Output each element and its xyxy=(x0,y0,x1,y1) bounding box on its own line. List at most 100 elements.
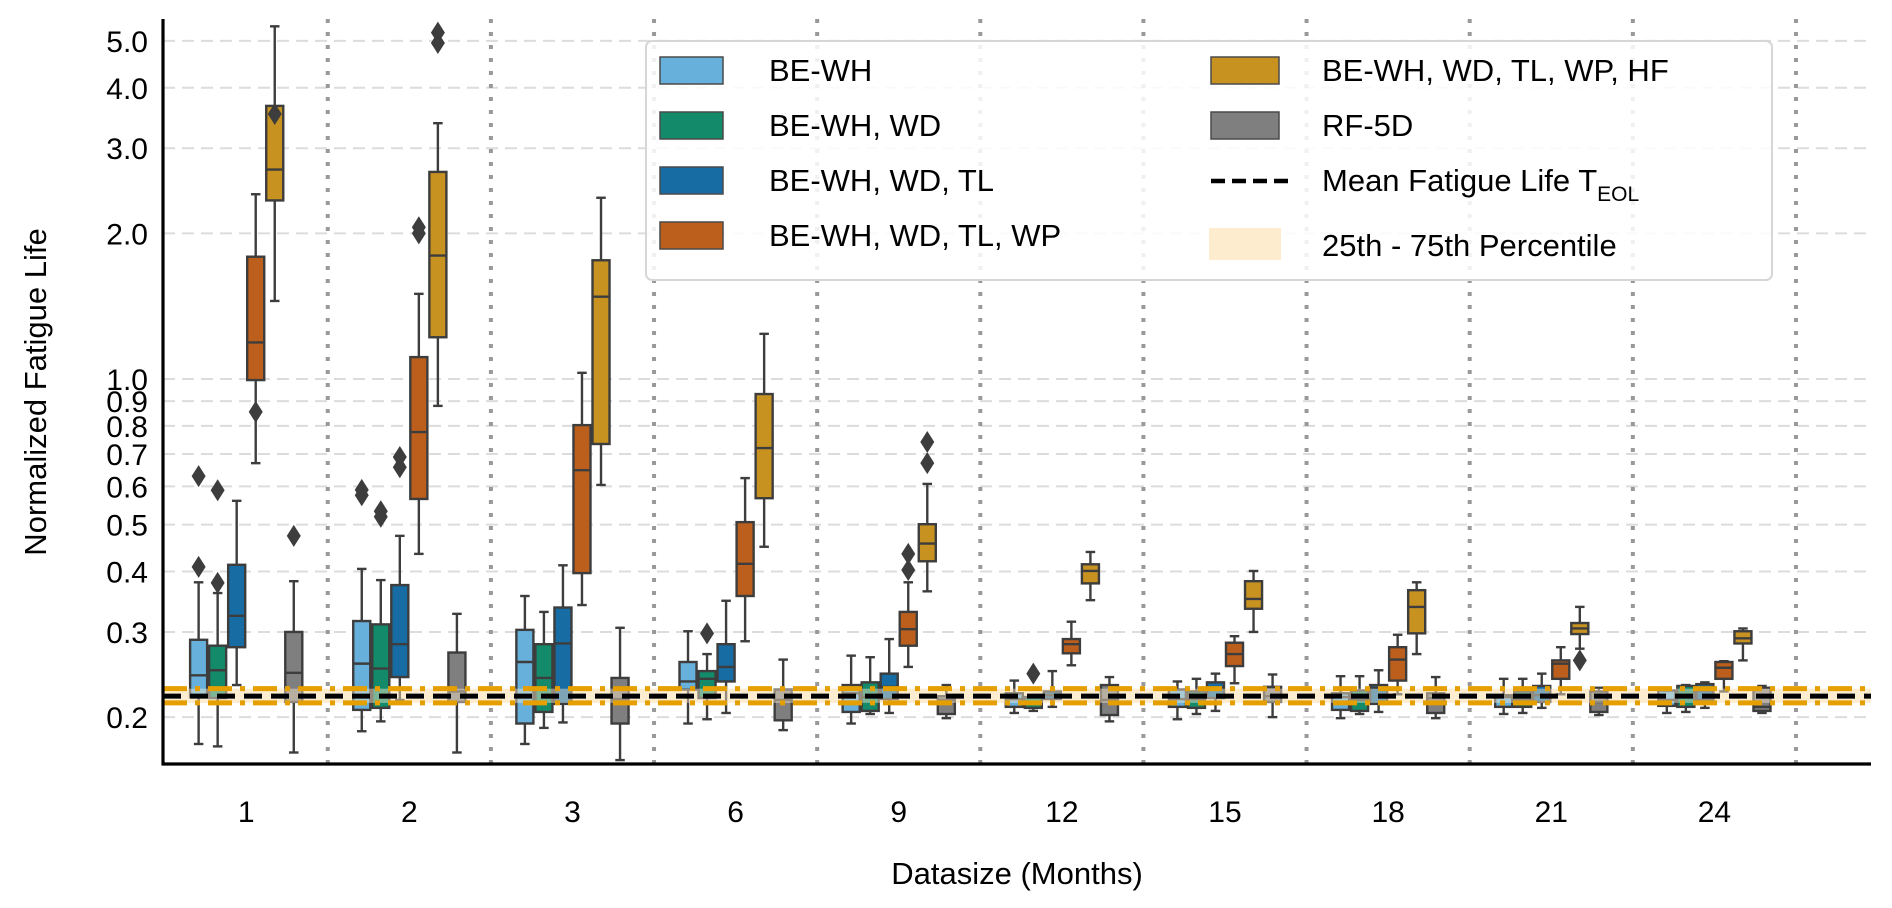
y-tick-labels: 0.2 0.3 0.4 0.5 0.60.70.80.91.0 2.0 3.0 4.0 5.0 xyxy=(106,26,148,735)
y-tick-label: 5.0 xyxy=(106,26,148,59)
box-3 xyxy=(553,564,573,724)
legend-entry-be-wh-wd: BE-WH, WD xyxy=(659,108,941,143)
box-21 xyxy=(1570,605,1590,672)
box-1 xyxy=(207,479,228,748)
legend-frame xyxy=(645,40,1773,281)
y-tick-label: 0.9 xyxy=(106,386,148,419)
y-axis-title: Normalized Fatigue Life xyxy=(18,228,53,555)
legend-entry-be-wh-wd-tl: BE-WH, WD, TL xyxy=(659,163,994,198)
legend-swatch-percentile-band xyxy=(1209,228,1281,260)
box-iqr xyxy=(390,583,410,679)
series-rf-5d xyxy=(284,524,1772,762)
box-2 xyxy=(447,612,467,754)
box-18 xyxy=(1387,633,1408,696)
box-iqr xyxy=(678,660,698,691)
legend-swatch-rf-5d xyxy=(1210,111,1280,140)
y-tick-label: 0.7 xyxy=(106,439,148,472)
outlier-marker xyxy=(210,571,225,594)
box-24 xyxy=(1733,627,1753,662)
box-3 xyxy=(534,610,554,730)
box-2 xyxy=(371,500,391,723)
legend-mean-subscript: EOL xyxy=(1597,183,1639,206)
y-tick-label: 2.0 xyxy=(106,218,148,251)
outlier-marker xyxy=(700,622,715,645)
y-tick-label: 0.8 xyxy=(106,411,148,444)
box-15 xyxy=(1224,634,1245,685)
box-21 xyxy=(1551,645,1571,696)
legend-label-be-wh-wd-tl-wp-hf: BE-WH, WD, TL, WP, HF xyxy=(1322,53,1669,88)
box-2 xyxy=(409,216,429,556)
x-tick-label: 1 xyxy=(238,796,255,829)
box-iqr xyxy=(226,563,247,649)
box-iqr xyxy=(1551,659,1571,681)
box-1 xyxy=(284,524,304,754)
box-iqr xyxy=(754,392,774,500)
box-iqr xyxy=(1387,645,1408,682)
legend-label-be-wh-wd-tl-wp: BE-WH, WD, TL, WP xyxy=(769,218,1061,253)
box-1 xyxy=(245,193,266,465)
x-tick-label: 24 xyxy=(1698,796,1731,829)
outlier-marker xyxy=(1572,649,1587,672)
legend-mean-text: Mean Fatigue Life T xyxy=(1322,163,1597,198)
legend-label-be-wh-wd-tl: BE-WH, WD, TL xyxy=(769,163,994,198)
outlier-marker xyxy=(430,21,445,44)
series-be-wh-wd-tl-wp xyxy=(245,193,1734,696)
legend-entry-be-wh-wd-tl-wp: BE-WH, WD, TL, WP xyxy=(659,218,1061,253)
legend-swatch-be-wh-wd-tl-wp-hf xyxy=(1210,56,1280,85)
box-9 xyxy=(860,656,880,716)
x-tick-label: 3 xyxy=(564,796,581,829)
outlier-marker xyxy=(191,465,206,488)
box-6 xyxy=(697,622,717,721)
box-2 xyxy=(428,21,448,408)
box-iqr xyxy=(1080,563,1101,585)
axes xyxy=(161,19,1871,766)
box-3 xyxy=(515,594,535,746)
outlier-marker xyxy=(286,524,301,547)
y-tick-label: 1.0 xyxy=(106,364,148,397)
legend-swatch-be-wh-wd-tl-wp xyxy=(659,221,724,250)
box-iqr xyxy=(716,643,736,683)
box-iqr xyxy=(553,606,573,706)
box-iqr xyxy=(515,628,535,725)
legend-label-mean-fatigue-life: Mean Fatigue Life TEOL xyxy=(1322,163,1639,206)
legend-label-rf-5d: RF-5D xyxy=(1322,108,1413,143)
box-6 xyxy=(735,476,755,643)
y-tick-label: 0.5 xyxy=(106,510,148,543)
box-3 xyxy=(591,196,611,487)
outlier-marker xyxy=(354,478,369,501)
outlier-marker xyxy=(411,216,426,239)
outlier-marker xyxy=(267,103,282,126)
box-2 xyxy=(390,445,410,702)
x-tick-label: 2 xyxy=(401,796,418,829)
box-12 xyxy=(1061,620,1082,667)
outlier-marker xyxy=(920,430,935,453)
reference-lines xyxy=(163,686,1871,706)
x-tick-label: 21 xyxy=(1535,796,1568,829)
legend: BE-WH BE-WH, WD BE-WH, WD, TL BE-WH, WD,… xyxy=(645,40,1773,281)
legend-entry-percentile-band: 25th - 75th Percentile xyxy=(1209,228,1617,263)
box-iqr xyxy=(1714,660,1734,681)
box-6 xyxy=(716,599,736,715)
box-iqr xyxy=(1243,579,1264,610)
box-6 xyxy=(754,332,774,548)
box-15 xyxy=(1243,569,1264,634)
outlier-marker xyxy=(920,452,935,475)
outlier-marker xyxy=(248,400,263,423)
box-12 xyxy=(1080,550,1101,602)
box-iqr xyxy=(284,630,304,704)
box-12 xyxy=(1099,675,1120,723)
legend-swatch-be-wh xyxy=(659,56,724,85)
outlier-marker xyxy=(901,558,916,581)
x-axis-title: Datasize (Months) xyxy=(891,856,1143,891)
box-6 xyxy=(678,630,698,725)
x-tick-label: 18 xyxy=(1371,796,1404,829)
x-tick-label: 9 xyxy=(890,796,907,829)
y-tick-label: 0.6 xyxy=(106,471,148,504)
legend-swatch-be-wh-wd-tl xyxy=(659,166,724,195)
x-tick-label: 12 xyxy=(1045,796,1078,829)
box-iqr xyxy=(572,423,592,575)
y-tick-label: 4.0 xyxy=(106,73,148,106)
outlier-marker xyxy=(392,445,407,468)
x-tick-labels: 1 2 3 6 9 12 15 18 21 24 xyxy=(238,796,1731,829)
